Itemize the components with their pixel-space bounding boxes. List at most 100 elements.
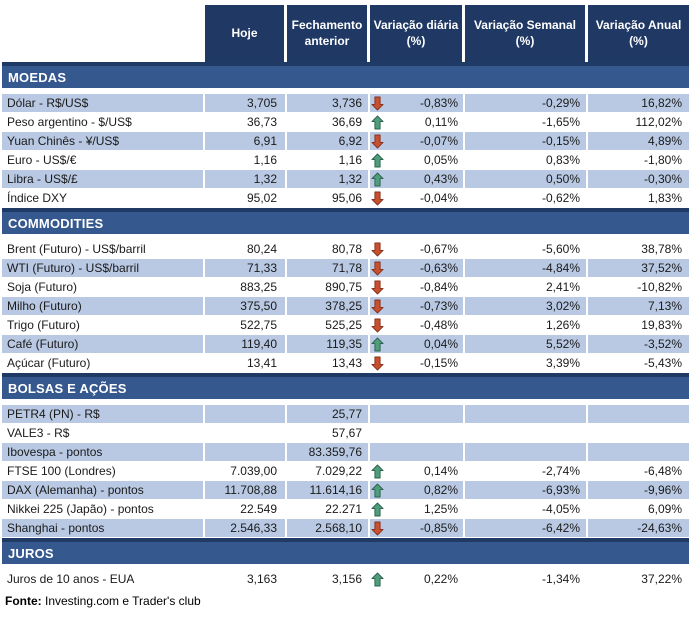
row-label: Milho (Futuro) (2, 297, 205, 316)
section-header-2: BOLSAS E AÇÕES (2, 373, 689, 399)
variacao-diaria-value: -0,84% (419, 280, 458, 294)
fechamento-value: 2.568,10 (287, 519, 370, 538)
variacao-semanal-value (465, 443, 588, 462)
variacao-anual-value: 38,78% (588, 240, 689, 259)
table-row: Yuan Chinês - ¥/US$ 6,91 6,92 -0,07% -0,15% 4… (2, 132, 689, 151)
column-header: Variação Anual (%) (588, 5, 689, 62)
variacao-semanal-value: 1,26% (465, 316, 588, 335)
section-header-3: JUROS (2, 538, 689, 564)
table-row: Nikkei 225 (Japão) - pontos 22.549 22.271 1… (2, 500, 689, 519)
arrow-down-icon (371, 134, 384, 148)
fechamento-value: 6,92 (287, 132, 370, 151)
row-label: Yuan Chinês - ¥/US$ (2, 132, 205, 151)
arrow-up-icon (371, 153, 384, 167)
hoje-value: 3,163 (205, 570, 287, 589)
hoje-value: 6,91 (205, 132, 287, 151)
table-row: Milho (Futuro) 375,50 378,25 -0,73% 3,02% 7,1… (2, 297, 689, 316)
row-label: WTI (Futuro) - US$/barril (2, 259, 205, 278)
column-header: Variação diária (%) (370, 5, 465, 62)
market-summary-table: Hoje Fechamento anterior Variação diária (… (2, 5, 689, 608)
variacao-diaria-cell: 0,22% (370, 570, 465, 589)
table-row: Euro - US$/€ 1,16 1,16 0,05% 0,83% -1,80% (2, 151, 689, 170)
fechamento-value: 890,75 (287, 278, 370, 297)
hoje-value: 1,16 (205, 151, 287, 170)
variacao-semanal-value: -4,84% (465, 259, 588, 278)
variacao-diaria-value: 1,25% (423, 502, 458, 516)
fechamento-value: 7.029,22 (287, 462, 370, 481)
variacao-diaria-cell: 0,14% (370, 462, 465, 481)
table-row: Juros de 10 anos - EUA 3,163 3,156 0,22% -1,… (2, 570, 689, 589)
variacao-diaria-value: -0,67% (419, 242, 458, 256)
variacao-anual-value: 37,52% (588, 259, 689, 278)
fechamento-value: 525,25 (287, 316, 370, 335)
column-header: Fechamento anterior (287, 5, 370, 62)
variacao-anual-value: -1,80% (588, 151, 689, 170)
arrow-down-icon (371, 280, 384, 294)
arrow-up-icon (371, 115, 384, 129)
variacao-diaria-cell (370, 405, 465, 424)
variacao-anual-value (588, 405, 689, 424)
source-note: Fonte: Investing.com e Trader's club (2, 594, 689, 608)
variacao-diaria-cell: -0,15% (370, 354, 465, 373)
variacao-anual-value: 1,83% (588, 189, 689, 208)
variacao-diaria-cell: -0,83% (370, 94, 465, 113)
row-label: DAX (Alemanha) - pontos (2, 481, 205, 500)
variacao-semanal-value: -0,62% (465, 189, 588, 208)
table-row: Trigo (Futuro) 522,75 525,25 -0,48% 1,26% 19,… (2, 316, 689, 335)
arrow-up-icon (371, 502, 384, 516)
row-label: Dólar - R$/US$ (2, 94, 205, 113)
row-label: Brent (Futuro) - US$/barril (2, 240, 205, 259)
variacao-anual-value: -0,30% (588, 170, 689, 189)
variacao-diaria-cell: 0,82% (370, 481, 465, 500)
arrow-down-icon (371, 96, 384, 110)
source-text: Investing.com e Trader's club (41, 594, 201, 608)
hoje-value: 1,32 (205, 170, 287, 189)
hoje-value: 80,24 (205, 240, 287, 259)
variacao-anual-value (588, 443, 689, 462)
row-label: Euro - US$/€ (2, 151, 205, 170)
variacao-diaria-cell: 1,25% (370, 500, 465, 519)
variacao-diaria-value: -0,07% (419, 134, 458, 148)
table-row: Ibovespa - pontos 83.359,76 (2, 443, 689, 462)
arrow-up-icon (371, 172, 384, 186)
variacao-diaria-value: 0,11% (424, 115, 458, 129)
hoje-value: 36,73 (205, 113, 287, 132)
variacao-semanal-value (465, 405, 588, 424)
fechamento-value: 1,32 (287, 170, 370, 189)
hoje-value: 522,75 (205, 316, 287, 335)
variacao-semanal-value: -4,05% (465, 500, 588, 519)
table-row: Açúcar (Futuro) 13,41 13,43 -0,15% 3,39% -5,4… (2, 354, 689, 373)
variacao-diaria-value: -0,85% (419, 521, 458, 535)
hoje-value (205, 443, 287, 462)
row-label: Trigo (Futuro) (2, 316, 205, 335)
row-label: Açúcar (Futuro) (2, 354, 205, 373)
hoje-value: 13,41 (205, 354, 287, 373)
table-row: Peso argentino - $/US$ 36,73 36,69 0,11% -1,… (2, 113, 689, 132)
table-row: Café (Futuro) 119,40 119,35 0,04% 5,52% -3,52… (2, 335, 689, 354)
arrow-up-icon (371, 337, 384, 351)
variacao-semanal-value: 2,41% (465, 278, 588, 297)
variacao-diaria-cell: 0,05% (370, 151, 465, 170)
variacao-anual-value: 19,83% (588, 316, 689, 335)
variacao-anual-value: -24,63% (588, 519, 689, 538)
table-row: Brent (Futuro) - US$/barril 80,24 80,78 -0,… (2, 240, 689, 259)
row-label: Nikkei 225 (Japão) - pontos (2, 500, 205, 519)
hoje-value: 2.546,33 (205, 519, 287, 538)
fechamento-value: 83.359,76 (287, 443, 370, 462)
table-row: Dólar - R$/US$ 3,705 3,736 -0,83% -0,29% 16,8… (2, 94, 689, 113)
variacao-diaria-cell: -0,63% (370, 259, 465, 278)
hoje-value: 71,33 (205, 259, 287, 278)
table-row: Soja (Futuro) 883,25 890,75 -0,84% 2,41% -10,… (2, 278, 689, 297)
hoje-value: 883,25 (205, 278, 287, 297)
variacao-diaria-cell (370, 443, 465, 462)
variacao-diaria-value: -0,73% (419, 299, 458, 313)
arrow-down-icon (371, 261, 384, 275)
hoje-value: 119,40 (205, 335, 287, 354)
source-label: Fonte: (5, 594, 42, 608)
variacao-diaria-cell: -0,67% (370, 240, 465, 259)
variacao-anual-value: -9,96% (588, 481, 689, 500)
variacao-diaria-value: -0,63% (419, 261, 458, 275)
row-label: Shanghai - pontos (2, 519, 205, 538)
hoje-value: 7.039,00 (205, 462, 287, 481)
fechamento-value: 36,69 (287, 113, 370, 132)
